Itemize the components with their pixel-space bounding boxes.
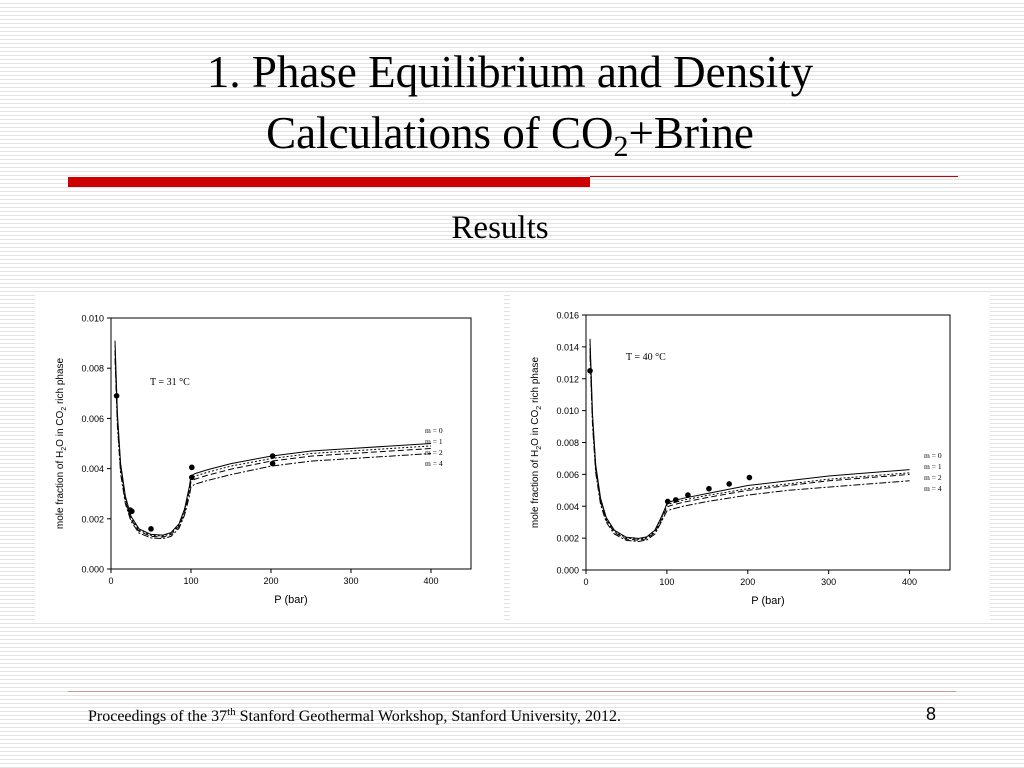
series-line (114, 350, 432, 538)
x-tick-label: 200 (263, 576, 278, 586)
y-axis-label-part: mole fraction of H (55, 451, 66, 529)
series-line (589, 348, 910, 541)
legend-label: m = 4 (425, 459, 443, 468)
y-tick-label: 0.010 (81, 314, 104, 324)
title-line-2-prefix: Calculations of CO (266, 108, 614, 158)
footer-divider (68, 691, 956, 692)
y-axis-label-part: O in CO (55, 410, 66, 446)
y-tick-label: 0.006 (556, 470, 579, 480)
y-tick-label: 0.012 (556, 374, 579, 384)
y-axis-label-subscript: 2 (61, 407, 68, 411)
slide-title: 1. Phase Equilibrium and Density Calcula… (60, 42, 960, 164)
experimental-point (129, 508, 135, 515)
x-tick-label: 300 (821, 577, 836, 587)
footer-citation: Proceedings of the 37th Stanford Geother… (88, 706, 621, 726)
plot-frame (110, 317, 472, 570)
y-tick-label: 0.004 (556, 502, 579, 512)
y-axis-label: mole fraction of H2O in CO2 rich phase (530, 356, 543, 528)
experimental-point (746, 474, 753, 481)
series-line (114, 340, 432, 536)
x-tick-label: 100 (183, 576, 198, 586)
y-axis-label: mole fraction of H2O in CO2 rich phase (55, 357, 68, 529)
legend-label: m = 4 (924, 484, 942, 493)
y-tick-label: 0.000 (556, 566, 579, 576)
experimental-point (706, 485, 712, 492)
x-tick-label: 400 (423, 576, 438, 586)
experimental-point (148, 526, 154, 532)
temperature-annotation: T = 31 °C (150, 377, 190, 388)
footer-suffix: Stanford Geothermal Workshop, Stanford U… (235, 708, 621, 725)
y-axis-label-subscript: 2 (61, 447, 68, 451)
title-line-2-suffix: +Brine (628, 108, 754, 158)
y-tick-label: 0.008 (556, 438, 579, 448)
y-tick-label: 0.008 (81, 364, 104, 374)
x-tick-label: 0 (108, 576, 113, 586)
y-tick-label: 0.006 (81, 414, 104, 424)
y-axis-label-part: O in CO (530, 409, 541, 445)
y-axis-label-part: rich phase (530, 356, 541, 405)
x-tick-label: 100 (659, 577, 674, 587)
series-line (589, 354, 910, 543)
x-tick-label: 300 (343, 576, 358, 586)
series-line (589, 338, 910, 539)
x-axis-label: P (bar) (274, 594, 307, 606)
title-line-1: 1. Phase Equilibrium and Density (206, 47, 814, 97)
footer-superscript: th (227, 706, 236, 718)
series-line (114, 345, 432, 537)
legend-label: m = 0 (425, 426, 443, 435)
y-axis-label-subscript: 2 (536, 406, 543, 410)
chart-panel-40c: 0.000 0.002 0.004 0.006 0.008 0.010 0.012 0.014… (510, 294, 990, 623)
footer-prefix: Proceedings of the 37 (88, 708, 228, 725)
title-underline-bar (68, 177, 590, 187)
x-axis-label: P (bar) (751, 595, 784, 607)
temperature-annotation: T = 40 °C (626, 352, 666, 363)
y-tick-label: 0.004 (81, 464, 104, 474)
experimental-point (685, 492, 691, 498)
experimental-point (269, 453, 276, 459)
experimental-point (189, 464, 195, 471)
y-tick-label: 0.010 (556, 406, 579, 416)
series-line (114, 358, 432, 540)
experimental-point (726, 481, 732, 487)
y-tick-label: 0.000 (81, 565, 104, 575)
title-line-2: Calculations of CO2+Brine (60, 103, 960, 164)
y-tick-label: 0.002 (81, 514, 104, 524)
experimental-point (672, 497, 679, 503)
y-axis-label-subscript: 2 (536, 446, 543, 450)
legend-label: m = 1 (924, 462, 942, 471)
x-tick-label: 400 (902, 577, 917, 587)
chart-panel-31c: 0.000 0.002 0.004 0.006 0.008 0.010 0 100 200 300… (35, 293, 504, 620)
x-tick-label: 0 (583, 577, 588, 587)
experimental-point (269, 460, 276, 467)
title-co2-subscript: 2 (613, 130, 629, 163)
y-axis-label-part: rich phase (55, 357, 66, 406)
y-tick-label: 0.016 (556, 311, 579, 321)
legend-label: m = 0 (924, 451, 942, 460)
x-tick-label: 200 (740, 577, 755, 587)
legend-label: m = 2 (924, 473, 942, 482)
experimental-point (587, 367, 593, 374)
experimental-point (113, 393, 120, 399)
y-tick-label: 0.002 (556, 534, 579, 544)
y-tick-label: 0.014 (556, 342, 579, 352)
chart-31c: 0.000 0.002 0.004 0.006 0.008 0.010 0 100 200 300… (55, 314, 472, 606)
experimental-point (664, 498, 671, 505)
series-line (589, 343, 910, 540)
y-axis-label-part: mole fraction of H (530, 450, 541, 528)
legend-label: m = 1 (425, 437, 443, 446)
page-number: 8 (926, 704, 937, 724)
experimental-point (189, 474, 195, 481)
title-underline-thin (590, 176, 958, 177)
slide-subtitle: Results (451, 210, 549, 246)
legend-label: m = 2 (425, 448, 443, 457)
chart-40c: 0.000 0.002 0.004 0.006 0.008 0.010 0.012 0.014… (530, 311, 951, 607)
